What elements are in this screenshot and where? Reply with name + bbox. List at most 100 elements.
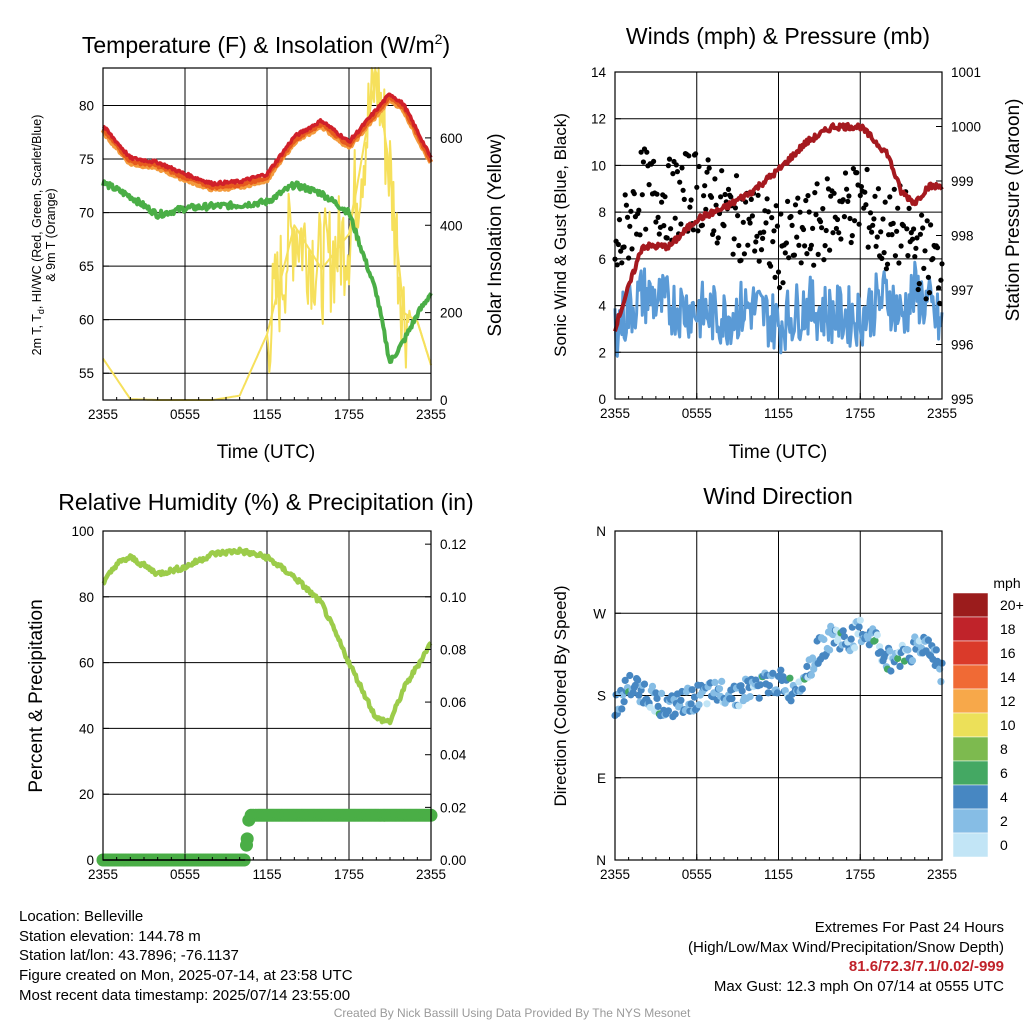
direction-xtick-label: 1755 xyxy=(845,867,875,882)
direction-point xyxy=(807,671,816,679)
gust-point xyxy=(822,243,828,249)
direction-ytick-label: N xyxy=(596,524,606,539)
gust-point xyxy=(643,226,649,232)
temperature-xtick-label: 1755 xyxy=(334,407,364,422)
humidity-ytick-label: 80 xyxy=(79,590,94,605)
direction-point xyxy=(851,644,859,652)
winds-y2tick-label: 997 xyxy=(951,283,974,298)
gust-point xyxy=(679,165,685,171)
winds-ytick-label: 2 xyxy=(598,345,606,360)
gust-point xyxy=(798,260,804,266)
winds-ylabel: Sonic Wind & Gust (Blue, Black) xyxy=(551,113,570,357)
gust-point xyxy=(670,171,676,177)
gust-point xyxy=(840,197,846,203)
gust-point xyxy=(815,251,821,257)
gust-point xyxy=(764,196,770,202)
direction-point xyxy=(904,646,912,654)
humidity-line xyxy=(101,546,433,726)
humidity-xtick-label: 1155 xyxy=(252,867,281,882)
gust-point xyxy=(616,217,623,223)
temperature-ytick-label: 65 xyxy=(79,259,94,274)
legend-label: 4 xyxy=(1000,789,1008,805)
temperature-xtick-label: 2355 xyxy=(416,407,446,422)
direction-point xyxy=(634,676,642,684)
legend-swatch xyxy=(952,664,989,690)
winds-frame xyxy=(614,71,943,400)
gust-point xyxy=(795,195,801,201)
direction-xtick-label: 2355 xyxy=(927,867,957,882)
gust-point xyxy=(922,248,928,254)
gust-point xyxy=(909,236,916,242)
winds-xtick-label: 1155 xyxy=(764,406,793,421)
direction-point xyxy=(840,633,849,641)
temperature-frame xyxy=(102,67,432,401)
gust-point xyxy=(849,233,855,239)
gust-point xyxy=(665,163,672,169)
legend-swatch xyxy=(952,736,989,762)
gust-point xyxy=(882,199,888,205)
direction-point xyxy=(715,685,724,693)
gust-point xyxy=(873,243,879,249)
legend-swatch xyxy=(952,688,989,714)
direction-frame xyxy=(614,530,943,861)
direction-point xyxy=(738,687,746,695)
gust-point xyxy=(796,242,802,248)
gust-point xyxy=(934,245,941,251)
gust-point xyxy=(831,190,837,196)
gust-point xyxy=(925,274,932,280)
gust-point xyxy=(688,197,694,203)
direction-point xyxy=(803,662,811,671)
temperature-xtick-label: 2355 xyxy=(88,407,118,422)
direction-point xyxy=(677,696,685,704)
gust-point xyxy=(754,233,760,239)
direction-panel-title: Wind Direction xyxy=(703,483,853,509)
winds-ytick-label: 0 xyxy=(598,392,606,407)
gust-point xyxy=(713,202,719,208)
gust-point xyxy=(721,223,727,229)
gust-point xyxy=(673,162,679,168)
gust-point xyxy=(752,248,758,254)
direction-point xyxy=(798,685,806,693)
gust-point xyxy=(738,257,744,263)
direction-xtick-label: 0555 xyxy=(682,867,712,882)
direction-point xyxy=(908,657,917,665)
gust-point xyxy=(905,253,911,259)
winds-y2tick-label: 999 xyxy=(951,174,974,189)
legend-label: 2 xyxy=(1000,813,1008,829)
gust-point xyxy=(741,251,748,257)
gust-point xyxy=(920,225,926,231)
direction-point xyxy=(671,710,679,718)
gust-point xyxy=(725,186,732,192)
data-timestamp: Most recent data timestamp: 2025/07/14 2… xyxy=(19,986,351,1004)
gust-point xyxy=(686,153,692,159)
extremes-fields: (High/Low/Max Wind/Precipitation/Snow De… xyxy=(688,938,1004,956)
winds-y2tick-label: 998 xyxy=(951,229,974,244)
gust-point xyxy=(808,242,815,248)
gust-point xyxy=(704,169,710,175)
gust-point xyxy=(820,206,826,212)
gust-point xyxy=(887,194,893,200)
direction-point xyxy=(781,687,789,695)
gust-point xyxy=(708,194,715,200)
gust-point xyxy=(783,240,790,246)
gust-point xyxy=(852,218,858,224)
gust-point xyxy=(735,213,741,219)
direction-point xyxy=(688,686,696,694)
gust-point xyxy=(834,216,841,223)
direction-point xyxy=(769,669,777,677)
direction-point xyxy=(826,646,834,654)
gust-point xyxy=(871,216,877,222)
gust-point xyxy=(819,225,825,231)
gust-point xyxy=(623,202,630,208)
direction-ytick-label: S xyxy=(597,689,606,704)
gust-point xyxy=(854,170,860,176)
pressure-line xyxy=(613,122,944,332)
gust-point xyxy=(874,234,880,240)
winds-y2tick-label: 1001 xyxy=(951,65,981,80)
gust-point xyxy=(894,228,900,234)
humidity-y2tick-label: 0.10 xyxy=(440,590,466,605)
gust-point xyxy=(745,242,751,248)
gust-point xyxy=(906,205,912,211)
winds-ytick-label: 12 xyxy=(591,112,606,127)
direction-point xyxy=(847,635,855,643)
